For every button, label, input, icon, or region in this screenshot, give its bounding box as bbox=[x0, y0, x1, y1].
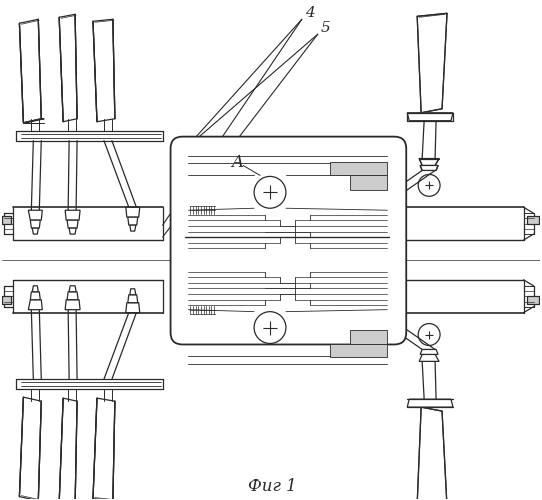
Polygon shape bbox=[69, 228, 76, 234]
Polygon shape bbox=[69, 286, 76, 292]
Polygon shape bbox=[126, 302, 140, 312]
Text: 4: 4 bbox=[305, 6, 315, 20]
Polygon shape bbox=[350, 176, 388, 190]
Text: Фиг 1: Фиг 1 bbox=[248, 478, 296, 495]
Polygon shape bbox=[419, 158, 439, 166]
Text: A: A bbox=[231, 154, 243, 171]
Polygon shape bbox=[65, 210, 80, 220]
Polygon shape bbox=[33, 228, 38, 234]
Polygon shape bbox=[527, 216, 539, 224]
Polygon shape bbox=[130, 289, 136, 294]
Polygon shape bbox=[2, 296, 11, 304]
Polygon shape bbox=[330, 162, 388, 175]
Polygon shape bbox=[407, 113, 453, 120]
Polygon shape bbox=[59, 398, 77, 500]
Polygon shape bbox=[128, 294, 138, 302]
Polygon shape bbox=[93, 20, 115, 122]
Polygon shape bbox=[30, 220, 40, 228]
Polygon shape bbox=[420, 350, 438, 354]
Polygon shape bbox=[33, 286, 38, 292]
Polygon shape bbox=[2, 216, 11, 224]
Polygon shape bbox=[419, 354, 439, 362]
Polygon shape bbox=[126, 207, 140, 217]
Polygon shape bbox=[417, 14, 447, 113]
Polygon shape bbox=[28, 300, 42, 310]
Polygon shape bbox=[23, 118, 44, 122]
Polygon shape bbox=[128, 217, 138, 225]
Polygon shape bbox=[527, 296, 539, 304]
Polygon shape bbox=[330, 344, 388, 358]
Polygon shape bbox=[350, 330, 388, 344]
Polygon shape bbox=[30, 292, 40, 300]
Polygon shape bbox=[59, 14, 77, 122]
Text: 5: 5 bbox=[321, 21, 331, 35]
Polygon shape bbox=[93, 398, 115, 500]
Polygon shape bbox=[28, 210, 42, 220]
Polygon shape bbox=[420, 166, 438, 170]
Polygon shape bbox=[20, 397, 41, 500]
FancyBboxPatch shape bbox=[171, 136, 406, 344]
Polygon shape bbox=[417, 407, 447, 500]
Polygon shape bbox=[130, 225, 136, 231]
Polygon shape bbox=[67, 220, 78, 228]
Polygon shape bbox=[20, 20, 41, 122]
Polygon shape bbox=[65, 300, 80, 310]
Polygon shape bbox=[67, 292, 78, 300]
Polygon shape bbox=[407, 399, 453, 407]
